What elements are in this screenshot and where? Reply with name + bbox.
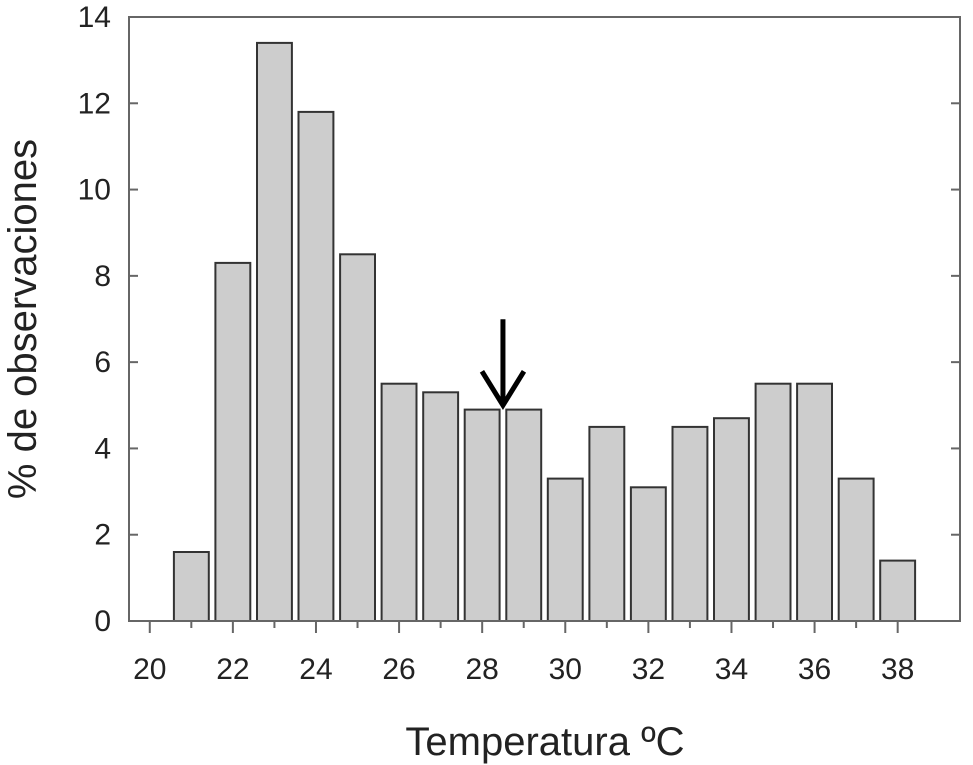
y-tick-label-12: 12 xyxy=(78,87,111,120)
y-tick-label-10: 10 xyxy=(78,174,111,207)
x-tick-label-26: 26 xyxy=(382,653,415,686)
y-tick-label-6: 6 xyxy=(94,346,111,379)
y-axis-title: % de observaciones xyxy=(1,139,45,499)
x-tick-label-28: 28 xyxy=(465,653,498,686)
bar-27 xyxy=(422,391,460,622)
y-tick-label-8: 8 xyxy=(94,260,111,293)
x-tick-label-24: 24 xyxy=(299,653,332,686)
bar-30 xyxy=(546,477,584,622)
bar-22 xyxy=(214,261,252,622)
x-axis: 20 22 24 26 28 30 32 34 36 38 xyxy=(133,621,914,686)
annotation-arrow-head xyxy=(479,369,527,411)
bar-29 xyxy=(505,408,543,622)
x-tick-label-38: 38 xyxy=(881,653,914,686)
bar-34 xyxy=(713,417,750,623)
bar-25 xyxy=(339,253,377,623)
x-tick-label-32: 32 xyxy=(632,653,665,686)
bar-33 xyxy=(671,425,709,622)
bar-21 xyxy=(172,551,210,622)
bar-24 xyxy=(297,110,335,623)
x-axis-title: Temperatura ºC xyxy=(405,720,684,764)
y-tick-label-4: 4 xyxy=(94,432,111,465)
bar-26 xyxy=(380,382,418,623)
bars xyxy=(172,41,917,623)
bar-32 xyxy=(629,486,667,622)
x-tick-label-30: 30 xyxy=(549,653,582,686)
x-tick-label-34: 34 xyxy=(715,653,748,686)
bar-23 xyxy=(256,41,293,622)
bar-37 xyxy=(837,477,875,622)
bar-28 xyxy=(463,408,501,622)
x-tick-label-20: 20 xyxy=(133,653,166,686)
plot-frame xyxy=(128,16,961,622)
x-tick-label-22: 22 xyxy=(216,653,249,686)
annotations xyxy=(479,319,527,411)
x-tick-label-36: 36 xyxy=(798,653,831,686)
bar-35 xyxy=(754,382,792,623)
y-tick-label-14: 14 xyxy=(78,1,111,34)
y-tick-label-2: 2 xyxy=(94,519,111,552)
bar-36 xyxy=(796,382,833,623)
y-tick-label-0: 0 xyxy=(94,605,111,638)
y-axis: 0 2 4 6 8 10 12 14 xyxy=(78,1,960,638)
bar-38 xyxy=(879,559,917,622)
bar-31 xyxy=(588,425,626,622)
